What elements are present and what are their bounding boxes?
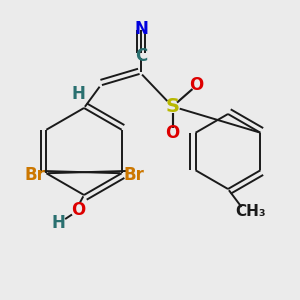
- Text: S: S: [166, 97, 179, 116]
- Text: Br: Br: [123, 167, 144, 184]
- Text: C: C: [135, 46, 147, 64]
- Text: O: O: [71, 201, 85, 219]
- Text: H: H: [52, 214, 65, 232]
- Text: CH₃: CH₃: [235, 204, 266, 219]
- Text: O: O: [189, 76, 204, 94]
- Text: O: O: [165, 124, 180, 142]
- Text: H: H: [71, 85, 85, 103]
- Text: N: N: [134, 20, 148, 38]
- Text: Br: Br: [24, 167, 45, 184]
